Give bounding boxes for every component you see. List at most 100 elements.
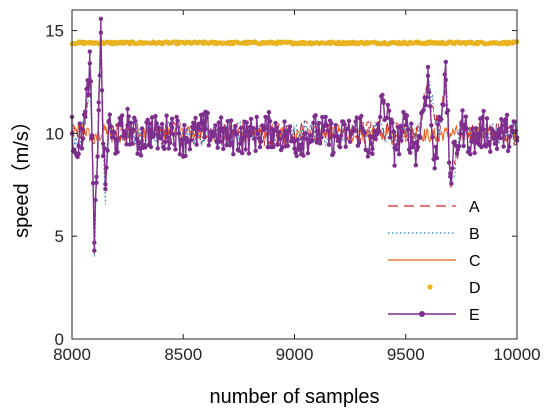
series-e-marker xyxy=(240,150,245,156)
series-e-marker xyxy=(464,126,470,131)
series-e-marker xyxy=(501,144,506,149)
series-e-marker xyxy=(104,165,109,170)
series-e-marker xyxy=(369,141,374,146)
series-e-marker xyxy=(98,16,104,21)
y-tick-label: 10 xyxy=(45,124,64,143)
series-e-marker xyxy=(255,131,260,136)
series-e-marker xyxy=(492,135,497,140)
series-e-marker xyxy=(354,115,359,120)
series-e-marker xyxy=(258,139,264,144)
series-e-marker xyxy=(468,152,473,157)
series-e-marker xyxy=(88,79,94,84)
series-e-marker xyxy=(372,128,377,134)
legend-label-b: B xyxy=(469,226,480,243)
series-e-marker xyxy=(232,128,237,133)
series-e-marker xyxy=(101,153,106,159)
series-e-marker xyxy=(231,152,236,157)
series-e-markers xyxy=(69,16,520,253)
series-e-marker xyxy=(152,132,157,137)
series-e-marker xyxy=(200,127,205,132)
series-e-marker xyxy=(99,88,105,93)
series-e-marker xyxy=(93,197,98,203)
series-e-marker xyxy=(432,166,437,171)
series-e-marker xyxy=(234,132,239,137)
series-e-marker xyxy=(260,123,265,128)
series-e-marker xyxy=(359,113,364,119)
series-e-marker xyxy=(202,135,207,140)
series-e-marker xyxy=(430,135,435,140)
series-e-marker xyxy=(324,122,329,128)
series-e-marker xyxy=(292,146,297,151)
series-e-marker xyxy=(307,133,313,138)
series-e-marker xyxy=(277,137,283,142)
series-b-line xyxy=(71,28,518,257)
series-e-marker xyxy=(95,154,100,159)
series-e-marker xyxy=(107,112,113,117)
series-e-marker xyxy=(481,127,486,132)
series-e-marker xyxy=(425,64,431,70)
series-e-marker xyxy=(393,143,398,148)
series-e-marker xyxy=(216,120,221,125)
series-e-marker xyxy=(499,117,504,122)
series-e-marker xyxy=(398,123,403,129)
series-e-marker xyxy=(192,126,197,132)
series-e-marker xyxy=(147,127,153,132)
series-e-marker xyxy=(297,142,303,147)
x-tick-label: 8000 xyxy=(53,345,91,364)
series-e-marker xyxy=(218,115,224,120)
series-e-marker xyxy=(228,118,234,123)
series-e-marker xyxy=(225,119,230,124)
series-e-marker xyxy=(463,114,468,119)
series-e-marker xyxy=(131,127,136,132)
series-e-marker xyxy=(365,154,371,159)
axis-ticks: 8000 8500 9000 9500 10000 0 5 10 15 xyxy=(45,10,541,364)
series-e-marker xyxy=(454,151,460,156)
series-e-marker xyxy=(381,98,386,103)
series-e-marker xyxy=(426,89,432,95)
series-e-marker xyxy=(409,121,414,126)
series-e-marker xyxy=(233,123,238,129)
series-e-marker xyxy=(376,129,382,135)
series-e-marker xyxy=(343,144,348,149)
series-e-marker xyxy=(76,143,81,148)
series-e-marker xyxy=(442,72,447,77)
series-e-marker xyxy=(214,139,219,144)
series-e-marker xyxy=(475,131,481,137)
plot-area xyxy=(69,16,520,257)
series-e-marker xyxy=(282,119,287,124)
series-e-marker xyxy=(154,121,159,126)
series-e-marker xyxy=(373,136,378,142)
series-e-marker xyxy=(76,151,81,157)
series-e-marker xyxy=(333,123,338,128)
series-e-marker xyxy=(83,114,88,120)
series-e-marker xyxy=(90,181,96,186)
series-e-marker xyxy=(390,120,395,125)
series-e-marker xyxy=(273,120,278,126)
series-e-marker xyxy=(446,160,452,165)
series-e-marker xyxy=(138,153,144,158)
y-tick-label: 0 xyxy=(55,330,64,349)
series-e-marker xyxy=(137,146,143,151)
series-e-marker xyxy=(94,180,99,185)
x-tick-label: 10000 xyxy=(493,345,540,364)
series-e-marker xyxy=(413,163,418,168)
series-e-marker xyxy=(470,139,475,144)
series-e-marker xyxy=(115,149,120,155)
series-e-marker xyxy=(404,113,410,118)
series-e-marker xyxy=(78,126,84,132)
series-e-marker xyxy=(167,140,173,145)
series-e-marker xyxy=(362,130,367,136)
series-e-marker xyxy=(191,120,196,126)
series-e-marker xyxy=(366,150,372,155)
series-e-marker xyxy=(336,137,342,142)
series-e-marker xyxy=(193,115,198,121)
series-e-marker xyxy=(217,139,223,144)
x-tick-label: 9500 xyxy=(387,345,425,364)
series-e-marker xyxy=(271,144,276,150)
series-e-marker xyxy=(266,110,272,115)
series-e-marker xyxy=(323,114,328,120)
series-e-marker xyxy=(108,124,114,129)
series-e-marker xyxy=(272,128,277,134)
series-e-marker xyxy=(303,131,308,136)
series-e-marker xyxy=(285,143,290,148)
